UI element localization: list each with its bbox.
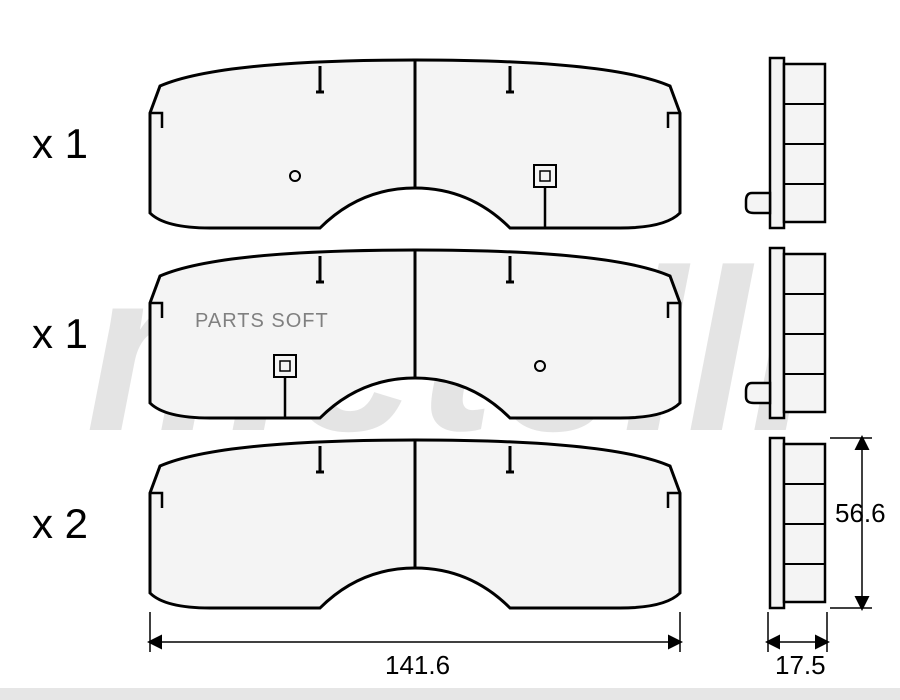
dim-height-label: 56.6 [835,498,886,529]
watermark-small: PARTS SOFT [195,310,329,333]
qty-label-row2: x 1 [32,310,88,358]
pad-side-row2 [746,248,825,418]
dim-width-label: 141.6 [385,650,450,681]
pad-front-row2 [150,250,680,418]
diagram-canvas: metelli [0,0,900,700]
drawing-layer [0,0,900,700]
dim-thickness-label: 17.5 [775,650,826,681]
pad-front-row1 [150,60,680,228]
pad-side-row3 [770,438,825,608]
qty-label-row3: x 2 [32,500,88,548]
footer-bar [0,688,900,700]
qty-label-row1: x 1 [32,120,88,168]
dimension-width [150,612,680,652]
pad-side-row1 [746,58,825,228]
dimension-thickness [768,612,827,652]
pad-front-row3 [150,440,680,608]
